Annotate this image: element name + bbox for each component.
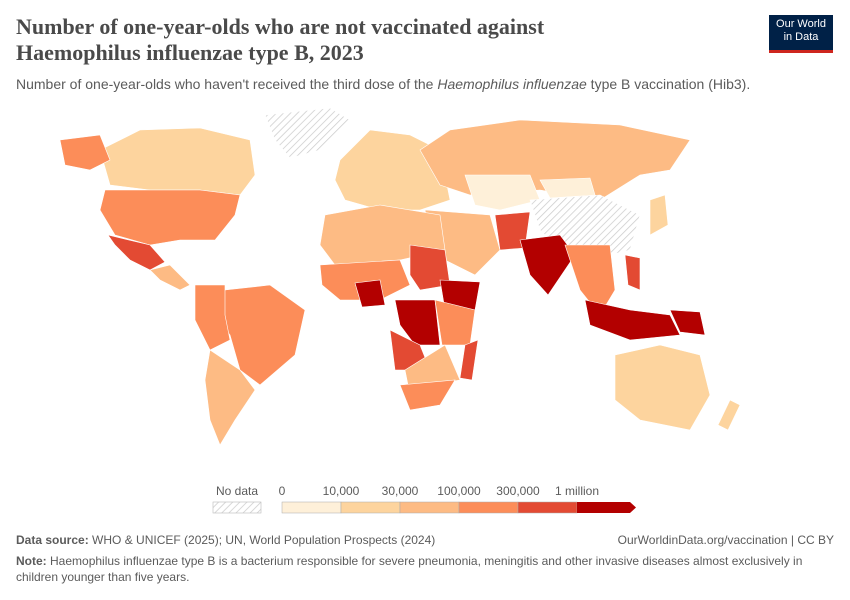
chart-subtitle: Number of one-year-olds who haven't rece… [16,76,750,92]
country-canada[interactable] [99,127,256,196]
country-indonesia[interactable] [584,299,681,341]
country-south-africa[interactable] [399,379,456,411]
country-greenland[interactable] [264,107,351,159]
country-southern-cone[interactable] [204,349,256,446]
legend-bin-2[interactable] [399,501,460,514]
data-source: Data source: WHO & UNICEF (2025); UN, Wo… [16,533,836,547]
country-papua-new-guinea[interactable] [669,309,706,336]
country-united-states[interactable] [99,189,241,246]
country-central-america[interactable] [149,264,191,291]
country-new-zealand[interactable] [717,399,741,431]
logo-line2: in Data [783,31,819,43]
owid-logo[interactable]: Our World in Data [769,15,833,53]
country-central-asia[interactable] [464,174,541,211]
country-india[interactable] [519,234,576,296]
subtitle-pre: Number of one-year-olds who haven't rece… [16,76,438,92]
chart-title: Number of one-year-olds who are not vacc… [16,14,545,65]
country-andean-south-america[interactable] [194,284,231,351]
legend-label-4: 300,000 [496,484,540,498]
country-sudan[interactable] [409,244,451,291]
country-mongolia[interactable] [539,177,596,199]
legend-label-3: 100,000 [437,484,481,498]
note: Note: Haemophilus influenzae type B is a… [16,553,806,585]
legend-bin-5[interactable] [577,502,636,513]
country-dr-congo[interactable] [394,299,441,346]
country-nigeria[interactable] [354,279,386,308]
country-alaska[interactable] [59,134,111,171]
logo-line1: Our World [776,18,826,30]
legend-bin-0[interactable] [281,501,342,514]
legend-bin-4[interactable] [517,501,578,514]
country-japan[interactable] [649,194,669,236]
legend-bin-1[interactable] [340,501,401,514]
subtitle-post: type B vaccination (Hib3). [586,76,751,92]
legend-no-data-swatch [212,501,262,514]
legend-bin-3[interactable] [458,501,519,514]
legend-label-5: 1 million [554,484,600,498]
legend-label-0: 0 [278,484,286,498]
source-url[interactable]: OurWorldinData.org/vaccination | CC BY [617,533,834,547]
note-label: Note: [16,554,47,568]
world-map [59,107,741,446]
legend-label-2: 30,000 [381,484,419,498]
country-madagascar[interactable] [459,339,479,381]
legend-bar [212,501,636,514]
legend-label-1: 10,000 [322,484,360,498]
subtitle-italic: Haemophilus influenzae [437,76,587,92]
source-label: Data source: [16,533,89,547]
legend-no-data-label: No data [215,484,259,498]
country-southeast-asia[interactable] [564,244,616,316]
country-australia[interactable] [614,344,711,431]
note-text: Haemophilus influenzae type B is a bacte… [16,554,803,584]
country-philippines[interactable] [624,254,641,291]
source-text: WHO & UNICEF (2025); UN, World Populatio… [88,533,436,547]
